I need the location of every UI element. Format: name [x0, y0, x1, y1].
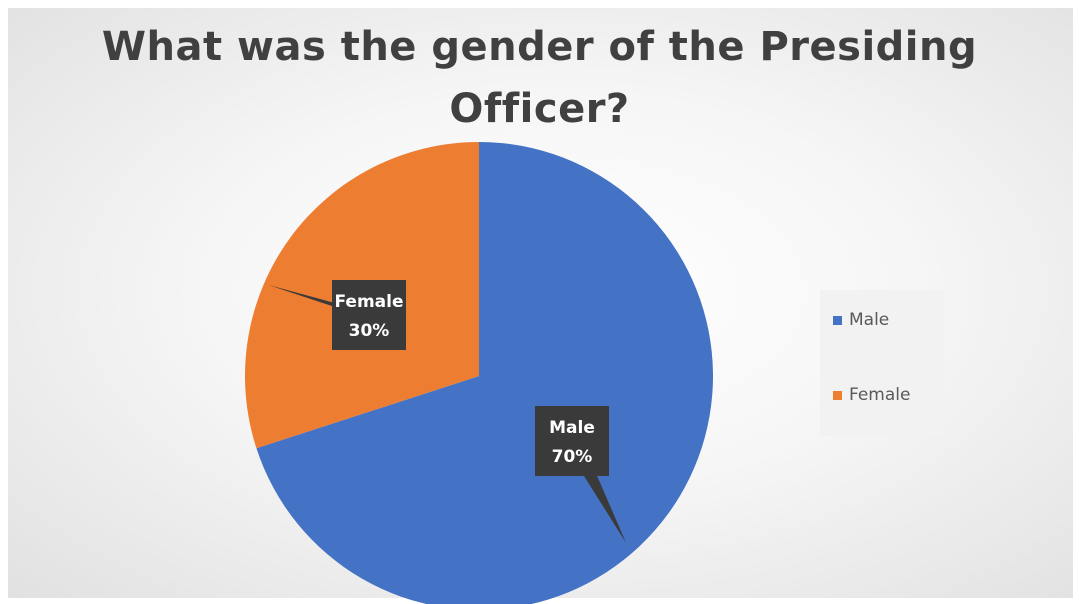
data-label-category: Male [549, 418, 595, 438]
legend-item-male: Male [833, 310, 889, 330]
data-label-male: Male 70% [535, 406, 626, 543]
pie-data-labels: Male 70% Female 30% [268, 280, 626, 543]
legend-swatch-female [833, 390, 842, 400]
legend: Male Female [820, 290, 944, 436]
chart-title-line-1: What was the gender of the Presiding [101, 24, 978, 70]
legend-label-male: Male [849, 310, 890, 330]
data-label-percent: 70% [552, 447, 593, 467]
callout-box [332, 280, 406, 350]
legend-swatch-male [833, 315, 842, 325]
legend-item-female: Female [833, 385, 910, 405]
pie-slices [245, 142, 713, 604]
callout-box [535, 406, 609, 476]
data-label-female: Female 30% [268, 280, 406, 350]
data-label-category: Female [335, 292, 404, 312]
data-label-percent: 30% [349, 321, 390, 341]
chart-title-line-2: Officer? [449, 86, 630, 132]
legend-label-female: Female [849, 385, 911, 405]
